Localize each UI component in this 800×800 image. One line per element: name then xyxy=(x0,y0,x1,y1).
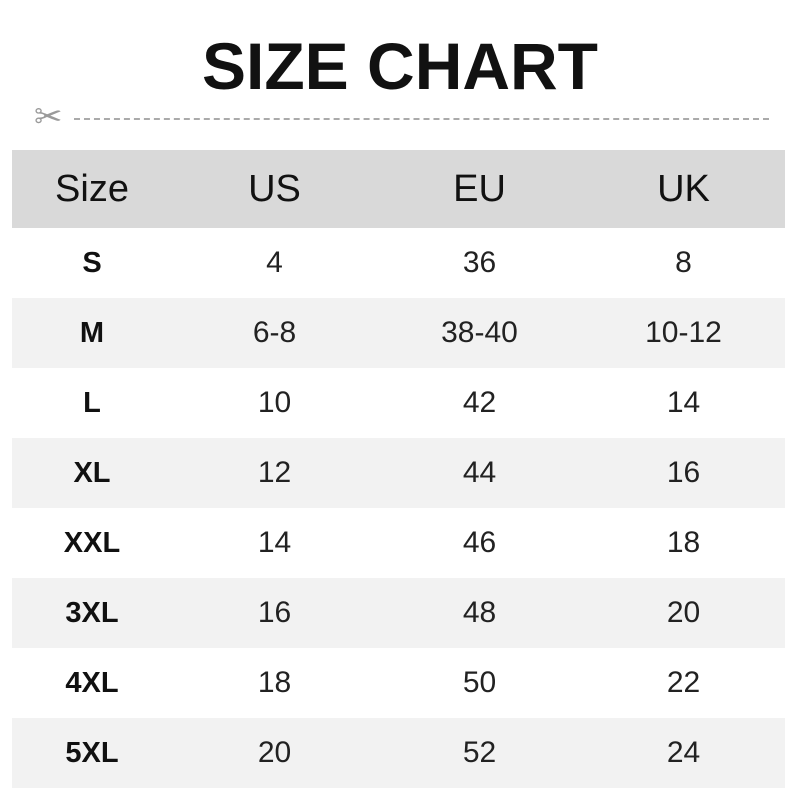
value-cell: 4 xyxy=(266,246,283,279)
value-cell: 42 xyxy=(462,386,497,419)
header-row: Size US EU UK xyxy=(12,150,785,228)
size-cell: XL xyxy=(12,438,172,508)
value-cell: 12 xyxy=(172,438,377,508)
value-cell: 16 xyxy=(582,438,785,508)
value-cell: 14 xyxy=(666,386,701,419)
table-row: XL 12 44 16 xyxy=(12,438,785,508)
column-header: EU xyxy=(377,150,582,228)
value-cell: 52 xyxy=(377,718,582,788)
value-cell: 16 xyxy=(172,578,377,648)
page-title: SIZE CHART xyxy=(202,29,598,103)
value-cell: 48 xyxy=(377,578,582,648)
size-cell: 3XL xyxy=(12,578,172,648)
value-cell: 8 xyxy=(675,246,692,279)
dashed-divider xyxy=(74,118,769,120)
column-header: US xyxy=(172,150,377,228)
value-cell: 38-40 xyxy=(377,298,582,368)
value-cell: 24 xyxy=(582,718,785,788)
column-header: UK xyxy=(582,150,785,228)
table-row: S 4 36 8 xyxy=(12,228,785,298)
value-cell: 10-12 xyxy=(582,298,785,368)
table-row: 5XL 20 52 24 xyxy=(12,718,785,788)
cut-line: ✂ xyxy=(34,100,769,134)
value-cell: 14 xyxy=(257,526,292,559)
size-cell: M xyxy=(12,298,172,368)
value-cell: 10 xyxy=(257,386,292,419)
value-cell: 44 xyxy=(377,438,582,508)
value-cell: 22 xyxy=(666,666,701,699)
size-cell: 4XL xyxy=(65,666,119,699)
size-table: Size US EU UK S 4 36 8 M 6-8 38-40 10-12 L 10 42 14 XL 1… xyxy=(12,150,785,788)
size-cell: L xyxy=(83,386,101,419)
scissors-icon: ✂ xyxy=(34,98,63,136)
value-cell: 36 xyxy=(462,246,497,279)
value-cell: 6-8 xyxy=(172,298,377,368)
table-row: 3XL 16 48 20 xyxy=(12,578,785,648)
table-row: L 10 42 14 xyxy=(12,368,785,438)
value-cell: 18 xyxy=(666,526,701,559)
size-cell: 5XL xyxy=(12,718,172,788)
table-row: XXL 14 46 18 xyxy=(12,508,785,578)
size-cell: S xyxy=(82,246,102,279)
size-cell: XXL xyxy=(63,526,121,559)
value-cell: 20 xyxy=(172,718,377,788)
table-row: 4XL 18 50 22 xyxy=(12,648,785,718)
value-cell: 18 xyxy=(257,666,292,699)
value-cell: 20 xyxy=(582,578,785,648)
value-cell: 50 xyxy=(462,666,497,699)
table-row: M 6-8 38-40 10-12 xyxy=(12,298,785,368)
column-header: Size xyxy=(12,150,172,228)
value-cell: 46 xyxy=(462,526,497,559)
